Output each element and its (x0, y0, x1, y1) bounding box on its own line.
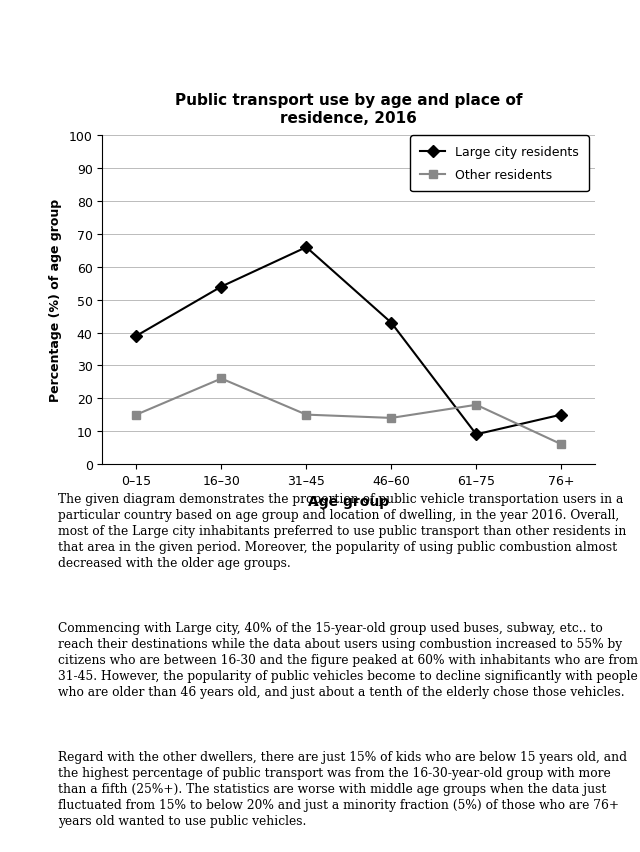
Text: The given diagram demonstrates the proportion of public vehicle transportation u: The given diagram demonstrates the propo… (58, 492, 626, 570)
Text: Commencing with Large city, 40% of the 15-year-old group used buses, subway, etc: Commencing with Large city, 40% of the 1… (58, 622, 637, 699)
Y-axis label: Percentage (%) of age group: Percentage (%) of age group (49, 199, 62, 402)
X-axis label: Age group: Age group (308, 494, 389, 508)
Legend: Large city residents, Other residents: Large city residents, Other residents (410, 136, 589, 192)
Text: Regard with the other dwellers, there are just 15% of kids who are below 15 year: Regard with the other dwellers, there ar… (58, 751, 627, 827)
Title: Public transport use by age and place of
residence, 2016: Public transport use by age and place of… (175, 93, 522, 125)
